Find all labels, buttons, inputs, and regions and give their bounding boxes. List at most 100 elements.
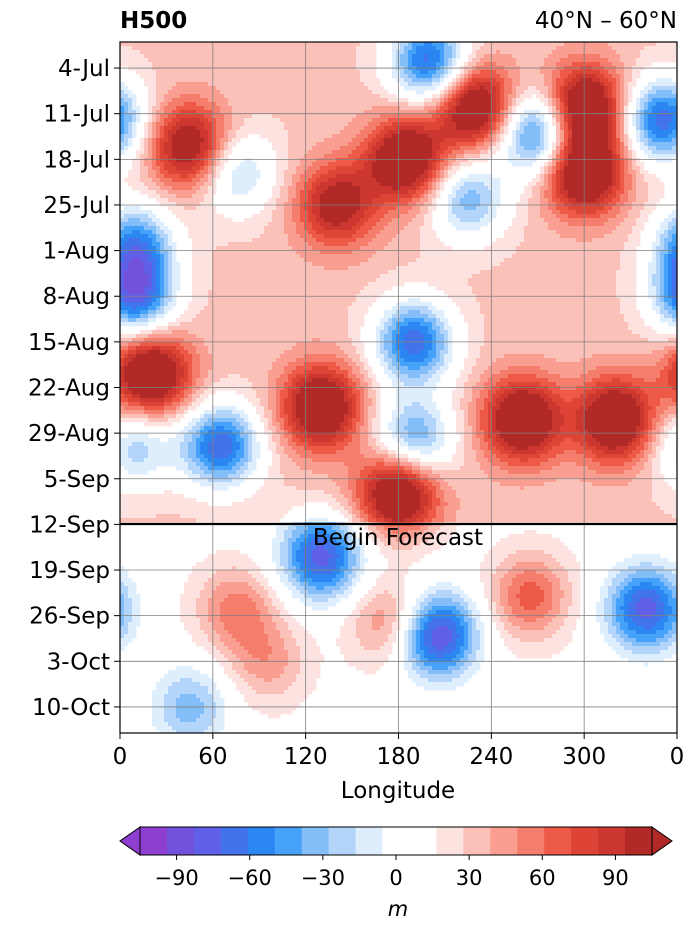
field-cell — [564, 106, 569, 111]
field-cell — [580, 150, 585, 155]
field-cell — [584, 170, 589, 175]
field-cell — [160, 50, 165, 55]
field-cell — [340, 70, 345, 75]
field-cell — [420, 182, 425, 187]
field-cell — [264, 114, 269, 119]
field-cell — [404, 194, 409, 199]
field-cell — [584, 142, 589, 147]
field-cell — [620, 86, 625, 91]
field-cell — [492, 42, 497, 47]
field-cell — [268, 94, 273, 99]
field-cell — [632, 158, 637, 163]
field-cell — [148, 114, 153, 119]
field-cell — [196, 62, 201, 67]
field-cell — [328, 114, 333, 119]
field-cell — [648, 154, 653, 159]
field-cell — [400, 198, 405, 203]
field-cell — [244, 50, 249, 55]
field-cell — [140, 142, 145, 147]
field-cell — [652, 42, 657, 47]
field-cell — [344, 134, 349, 139]
field-cell — [636, 122, 641, 127]
field-cell — [220, 130, 225, 135]
field-cell — [416, 202, 421, 207]
field-cell — [404, 142, 409, 147]
field-cell — [552, 98, 557, 103]
field-cell — [184, 182, 189, 187]
field-cell — [464, 126, 469, 131]
field-cell — [516, 98, 521, 103]
field-cell — [204, 46, 209, 51]
field-cell — [252, 174, 257, 179]
field-cell — [500, 134, 505, 139]
field-cell — [640, 162, 645, 167]
field-cell — [440, 78, 445, 83]
field-cell — [532, 198, 537, 203]
field-cell — [292, 78, 297, 83]
field-cell — [276, 106, 281, 111]
field-cell — [188, 50, 193, 55]
field-cell — [276, 90, 281, 95]
field-cell — [456, 130, 461, 135]
field-cell — [440, 138, 445, 143]
field-cell — [660, 98, 665, 103]
field-cell — [260, 126, 265, 131]
field-cell — [432, 198, 437, 203]
field-cell — [276, 150, 281, 155]
field-cell — [412, 114, 417, 119]
field-cell — [472, 186, 477, 191]
field-cell — [296, 82, 301, 87]
field-cell — [344, 62, 349, 67]
field-cell — [660, 110, 665, 115]
field-cell — [464, 190, 469, 195]
field-cell — [576, 82, 581, 87]
field-cell — [596, 170, 601, 175]
field-cell — [612, 62, 617, 67]
field-cell — [548, 82, 553, 87]
field-cell — [172, 154, 177, 159]
field-cell — [356, 202, 361, 207]
field-cell — [196, 86, 201, 91]
field-cell — [584, 158, 589, 163]
field-cell — [204, 162, 209, 167]
field-cell — [648, 190, 653, 195]
field-cell — [308, 58, 313, 63]
field-cell — [192, 62, 197, 67]
field-cell — [288, 182, 293, 187]
field-cell — [532, 182, 537, 187]
field-cell — [496, 106, 501, 111]
field-cell — [532, 122, 537, 127]
field-cell — [664, 78, 669, 83]
field-cell — [536, 174, 541, 179]
field-cell — [232, 78, 237, 83]
field-cell — [460, 106, 465, 111]
field-cell — [492, 110, 497, 115]
field-cell — [156, 78, 161, 83]
field-cell — [388, 190, 393, 195]
field-cell — [240, 174, 245, 179]
field-cell — [444, 98, 449, 103]
field-cell — [340, 74, 345, 79]
field-cell — [316, 170, 321, 175]
field-cell — [140, 146, 145, 151]
field-cell — [460, 186, 465, 191]
field-cell — [412, 150, 417, 155]
field-cell — [636, 134, 641, 139]
field-cell — [184, 122, 189, 127]
field-cell — [452, 150, 457, 155]
field-cell — [180, 74, 185, 79]
field-cell — [644, 122, 649, 127]
field-cell — [308, 154, 313, 159]
field-cell — [288, 162, 293, 167]
field-cell — [444, 70, 449, 75]
field-cell — [304, 202, 309, 207]
field-cell — [628, 150, 633, 155]
field-cell — [196, 154, 201, 159]
field-cell — [156, 190, 161, 195]
field-cell — [332, 82, 337, 87]
field-cell — [300, 74, 305, 79]
field-cell — [576, 126, 581, 131]
field-cell — [668, 90, 673, 95]
field-cell — [624, 114, 629, 119]
field-cell — [252, 58, 257, 63]
